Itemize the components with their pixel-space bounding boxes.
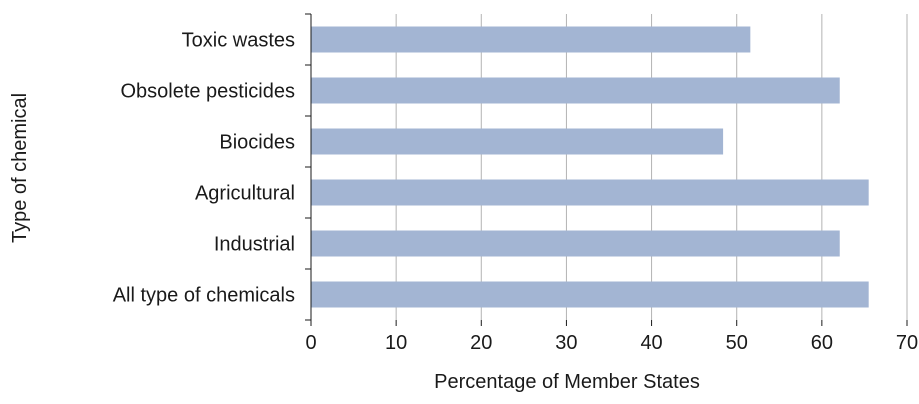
- y-axis-title: Type of chemical: [9, 93, 31, 243]
- category-label: Agricultural: [195, 183, 295, 205]
- x-tick-label: 70: [896, 332, 918, 354]
- x-tick-label: 60: [811, 332, 833, 354]
- category-label: Toxic wastes: [182, 30, 295, 52]
- bar-5: [311, 281, 869, 308]
- x-tick-label: 30: [555, 332, 577, 354]
- bar-4: [311, 230, 840, 257]
- bar-0: [311, 26, 751, 53]
- category-label: Industrial: [214, 234, 295, 256]
- x-tick-label: 10: [385, 332, 407, 354]
- category-label: All type of chemicals: [113, 285, 295, 307]
- category-label: Obsolete pesticides: [120, 81, 295, 103]
- bar-1: [311, 77, 840, 104]
- bar-3: [311, 179, 869, 206]
- category-label: Biocides: [219, 132, 295, 154]
- x-axis-title: Percentage of Member States: [434, 371, 700, 393]
- x-tick-label: 40: [640, 332, 662, 354]
- labels: Toxic wastes Obsolete pesticides Biocides A…: [113, 30, 918, 355]
- bars: [311, 26, 869, 308]
- bar-2: [311, 128, 724, 155]
- x-tick-label: 50: [726, 332, 748, 354]
- x-tick-label: 0: [305, 332, 316, 354]
- axes: [305, 13, 908, 326]
- gridlines: [395, 14, 908, 320]
- x-tick-label: 20: [470, 332, 492, 354]
